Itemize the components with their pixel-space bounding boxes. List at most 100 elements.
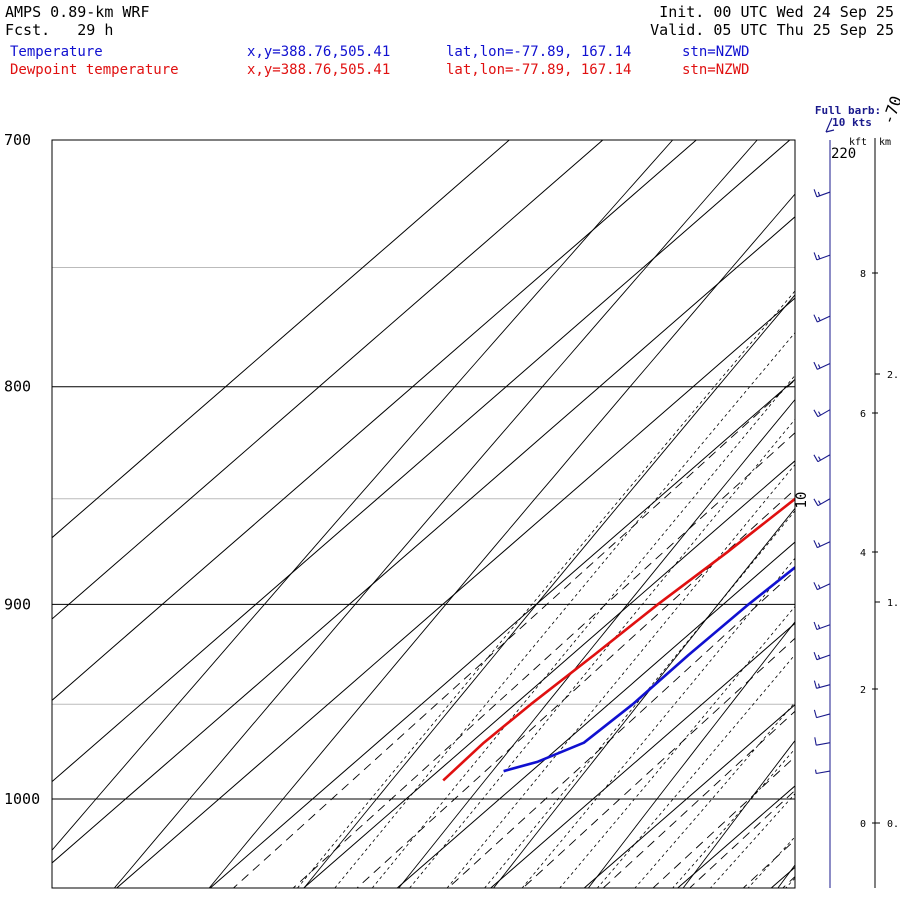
mixing-ratio-line [522, 637, 795, 888]
legend-dewpoint-latlon: lat,lon=-77.89, 167.14 [446, 62, 632, 78]
pressure-label-800: 800 [4, 378, 31, 396]
legend-dewpoint-station: stn=NZWD [682, 62, 750, 78]
wind-barb [813, 314, 831, 323]
moist-adiabat-line [709, 793, 795, 888]
wind-barb [813, 709, 831, 719]
moist-adiabat-line [521, 557, 795, 888]
wind-barb [813, 409, 831, 418]
profile-series [442, 497, 795, 782]
legend-temperature-latlon: lat,lon=-77.89, 167.14 [446, 44, 632, 60]
mixing-ratio-line [689, 789, 795, 888]
dry-adiabat-line [303, 294, 795, 888]
dry-adiabat-line [492, 507, 795, 888]
dry-adiabat-line [587, 621, 795, 888]
wind-key-title: Full barb: [815, 104, 881, 117]
legend-temperature-name: Temperature [10, 44, 103, 60]
forecast-label: Fcst. 29 h [5, 21, 113, 39]
mixing-ratio-line [447, 570, 795, 888]
moist-adiabat-line [559, 605, 795, 888]
moist-adiabat-line [843, 0, 900, 900]
kft-tick-label: 0 [860, 819, 866, 830]
init-time: Init. 00 UTC Wed 24 Sep 25 [659, 3, 894, 21]
isotherm-line [676, 785, 795, 888]
isotherm-line [396, 541, 795, 888]
moist-adiabat-line [409, 418, 795, 888]
dewpoint-line [442, 497, 795, 782]
wind-barb [813, 621, 831, 631]
isotherm-line [583, 704, 795, 888]
isotherm-line [489, 622, 795, 888]
legend-temperature-xy: x,y=388.76,505.41 [247, 44, 391, 60]
wind-barb [813, 454, 831, 463]
moist-adiabat-line [484, 510, 795, 888]
km-ticks: 2. 1. 0. [875, 370, 899, 830]
dry-adiabat-line [777, 864, 795, 888]
isotherm-labels: -70-60-50-40-30-20-100 [878, 93, 900, 127]
wind-barbs [813, 189, 831, 775]
kft-tick-label: 2 [860, 685, 866, 696]
wind-unit-kft: kft [849, 137, 867, 148]
valid-time: Valid. 05 UTC Thu 25 Sep 25 [650, 21, 894, 39]
dry-adiabat-line [398, 398, 795, 888]
wind-barb [813, 252, 831, 261]
wind-barb [814, 769, 831, 775]
mixing-ratio-line [602, 710, 795, 888]
forecast-label-text: Fcst. [5, 21, 51, 39]
moist-adiabat-line [672, 748, 795, 888]
km-tick-label: 1. [887, 598, 899, 609]
moist-adiabat-line [446, 463, 795, 888]
moist-adiabat-line [596, 654, 795, 888]
dry-adiabat-line [113, 140, 758, 888]
temperature-line [503, 565, 795, 773]
pressure-label-700: 700 [4, 131, 31, 149]
isotherm-line [843, 0, 900, 900]
kft-tick-label: 8 [860, 269, 866, 280]
isotherm-line [52, 140, 511, 539]
pressure-labels: 700 800 900 1000 [4, 131, 40, 808]
wind-barb [813, 680, 831, 689]
km-tick-label: 2. [887, 370, 899, 381]
plot-frame [51, 139, 796, 889]
in-plot-labels: 220230240250260270280290300.05.1.2.51234… [831, 146, 856, 162]
isotherm-line [209, 378, 795, 888]
full-barb-icon [825, 117, 835, 133]
dry-adiabat-line [208, 193, 795, 888]
legend-dewpoint-xy: x,y=388.76,505.41 [247, 62, 391, 78]
moist-adiabat-line [806, 0, 900, 900]
wind-barb [813, 498, 831, 507]
wind-unit-km: km [879, 137, 891, 148]
legend-temperature-station: stn=NZWD [682, 44, 750, 60]
wind-panel: Full barb: 10 kts kft km 10 8 6 4 2 0 2. 1. 0. [794, 104, 899, 888]
mixing-ratio-line [292, 432, 795, 888]
pressure-label-1000: 1000 [4, 790, 40, 808]
moist-adiabat-line [371, 374, 795, 888]
isotherm-line [770, 866, 795, 888]
moist-adiabat-line [334, 332, 795, 888]
km-tick-label: 0. [887, 819, 899, 830]
forecast-hours: 29 h [77, 21, 114, 39]
legend-dewpoint-name: Dewpoint temperature [10, 62, 179, 78]
wind-side-label: 10 [794, 492, 810, 509]
kft-tick-label: 6 [860, 409, 866, 420]
pressure-label-900: 900 [4, 595, 31, 613]
wind-barb [813, 652, 831, 661]
wind-barb [813, 361, 831, 370]
isotherm-line [52, 140, 604, 620]
isotherm-line [115, 297, 795, 888]
isotherm-label: -70 [878, 93, 900, 127]
model-title: AMPS 0.89-km WRF [5, 3, 150, 21]
wind-barb [813, 582, 831, 591]
wind-barb [814, 737, 831, 746]
wind-barb [813, 189, 831, 198]
moist-adiabat-line [296, 290, 795, 888]
kft-tick-label: 4 [860, 548, 866, 559]
moist-adiabat-line [634, 701, 795, 888]
dry-adiabat-line [52, 140, 674, 851]
mixing-ratio-line [232, 379, 795, 888]
dry-adiabat-line [682, 739, 795, 888]
mixing-ratio-line [782, 876, 795, 888]
